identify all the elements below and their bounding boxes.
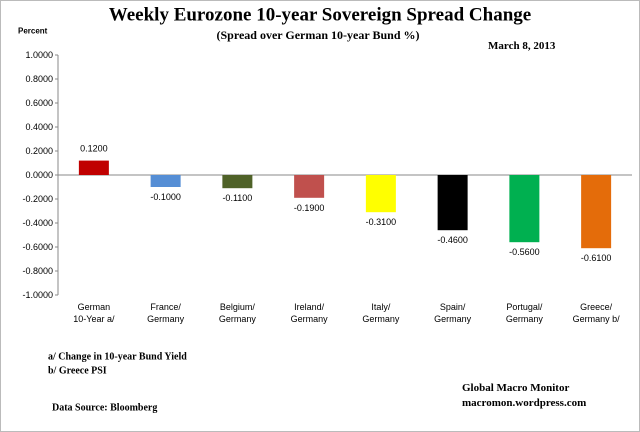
credit: Global Macro Monitor xyxy=(462,382,569,394)
bar xyxy=(222,175,253,189)
bar xyxy=(78,160,109,175)
value-label: 0.1200 xyxy=(80,144,108,154)
bar xyxy=(581,175,612,249)
source: Data Source: Bloomberg xyxy=(52,403,157,414)
chart-title: Weekly Eurozone 10-year Sovereign Spread… xyxy=(109,5,531,26)
bar xyxy=(509,175,540,243)
note: b/ Greece PSI xyxy=(48,366,107,377)
y-tick-label: 0.6000 xyxy=(25,98,53,108)
date: March 8, 2013 xyxy=(488,40,556,52)
y-tick-label: -0.2000 xyxy=(22,194,53,204)
x-tick-label: Italy/ Germany xyxy=(362,302,400,324)
value-label: -0.4600 xyxy=(437,235,468,245)
y-tick-label: 0.2000 xyxy=(25,146,53,156)
y-tick-label: 0.0000 xyxy=(25,170,53,180)
y-tick-label: 1.0000 xyxy=(25,50,53,60)
x-tick-label: Belgium/ Germany xyxy=(218,302,256,324)
value-label: -0.1900 xyxy=(294,203,325,213)
bar xyxy=(365,175,396,213)
credit: macromon.wordpress.com xyxy=(462,397,586,409)
chart-subtitle: (Spread over German 10-year Bund %) xyxy=(217,28,420,42)
x-tick-label: Ireland/ Germany xyxy=(290,302,328,324)
y-tick-label: -0.6000 xyxy=(22,242,53,252)
value-label: -0.3100 xyxy=(366,217,397,227)
y-tick-label: -0.4000 xyxy=(22,218,53,228)
x-tick-label: German 10-Year a/ xyxy=(73,302,115,324)
value-label: -0.1000 xyxy=(150,192,181,202)
x-tick-label: France/ Germany xyxy=(147,302,185,324)
value-label: -0.6100 xyxy=(581,253,612,263)
y-tick-label: 0.4000 xyxy=(25,122,53,132)
value-label: -0.5600 xyxy=(509,247,540,257)
x-tick-label: Spain/ Germany xyxy=(434,302,472,324)
bar xyxy=(437,175,468,231)
value-label: -0.1100 xyxy=(222,193,252,203)
y-tick-label: -0.8000 xyxy=(22,266,53,276)
bar xyxy=(294,175,325,198)
note: a/ Change in 10-year Bund Yield xyxy=(48,352,187,363)
y-tick-label: -1.0000 xyxy=(22,290,53,300)
y-axis-label: Percent xyxy=(18,27,48,36)
y-tick-label: 0.8000 xyxy=(25,74,53,84)
bar xyxy=(150,175,181,187)
x-tick-label: Greece/ Germany b/ xyxy=(572,302,620,324)
x-tick-label: Portugal/ Germany xyxy=(505,302,543,324)
